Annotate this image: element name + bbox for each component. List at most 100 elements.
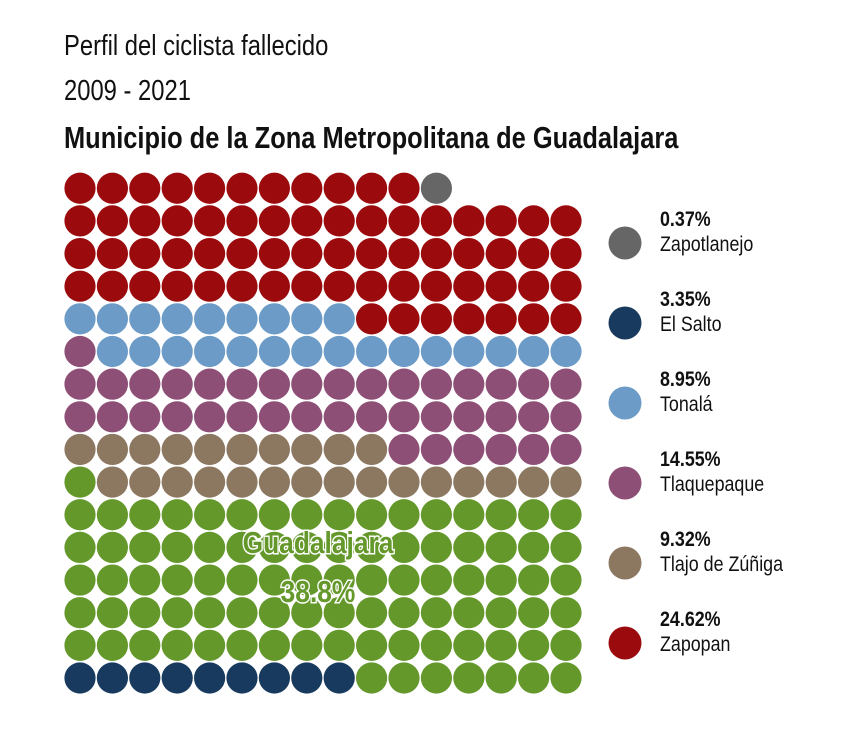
waffle-dot-zapopan bbox=[226, 205, 258, 237]
waffle-dot-tlaquepaque bbox=[323, 368, 355, 400]
waffle-dot-guadalajara bbox=[226, 564, 258, 596]
legend-label: Tlaquepaque bbox=[660, 473, 765, 496]
waffle-dot-zapopan bbox=[550, 270, 582, 302]
waffle-dot-guadalajara bbox=[388, 531, 420, 564]
legend-swatch bbox=[608, 626, 642, 660]
waffle-dot-guadalajara bbox=[258, 629, 290, 661]
waffle-dot-zapotlanejo bbox=[420, 172, 452, 204]
waffle-dot-zapopan bbox=[323, 237, 355, 270]
waffle-dot-tlaquepaque bbox=[453, 401, 485, 433]
waffle-dot-tlajo-de-z-iga bbox=[388, 466, 420, 498]
waffle-dot-zapopan bbox=[291, 172, 323, 204]
waffle-dot-tlaquepaque bbox=[485, 433, 517, 466]
waffle-dot-el-salto bbox=[323, 662, 355, 694]
waffle-dot-guadalajara bbox=[518, 629, 550, 661]
waffle-dot-el-salto bbox=[64, 662, 96, 694]
waffle-dot-guadalajara bbox=[194, 597, 226, 629]
legend-percent: 0.37% bbox=[660, 208, 711, 231]
waffle-dot-zapopan bbox=[291, 237, 323, 270]
waffle-dot-guadalajara bbox=[420, 499, 452, 531]
waffle-dot-guadalajara bbox=[453, 499, 485, 531]
waffle-dot-zapopan bbox=[323, 270, 355, 302]
waffle-dot-tlajo-de-z-iga bbox=[323, 466, 355, 498]
waffle-dot-zapopan bbox=[356, 172, 388, 204]
waffle-dot-tonal- bbox=[420, 335, 452, 368]
waffle-dot-guadalajara bbox=[453, 662, 485, 694]
waffle-dot-tonal- bbox=[194, 335, 226, 368]
waffle-dot-tlaquepaque bbox=[291, 401, 323, 433]
waffle-dot-el-salto bbox=[129, 662, 161, 694]
waffle-dot-tlaquepaque bbox=[420, 433, 452, 466]
waffle-dot-guadalajara bbox=[129, 531, 161, 564]
waffle-dot-zapopan bbox=[161, 270, 193, 302]
waffle-dot-tlaquepaque bbox=[96, 368, 128, 400]
waffle-dot-tlaquepaque bbox=[129, 401, 161, 433]
waffle-dot-guadalajara bbox=[64, 597, 96, 629]
waffle-dot-guadalajara bbox=[323, 564, 355, 596]
waffle-dot-tonal- bbox=[356, 335, 388, 368]
waffle-dot-tlajo-de-z-iga bbox=[356, 433, 388, 466]
waffle-dot-zapopan bbox=[194, 205, 226, 237]
waffle-dot-zapopan bbox=[258, 270, 290, 302]
waffle-dot-el-salto bbox=[96, 662, 128, 694]
waffle-dot-guadalajara bbox=[388, 564, 420, 596]
waffle-dot-zapopan bbox=[161, 205, 193, 237]
waffle-dot-zapopan bbox=[194, 270, 226, 302]
waffle-dot-zapopan bbox=[291, 205, 323, 237]
legend-item: 0.37% Zapotlanejo bbox=[660, 207, 753, 257]
waffle-dot-guadalajara bbox=[420, 597, 452, 629]
legend-label: El Salto bbox=[660, 313, 722, 336]
waffle-dot-guadalajara bbox=[64, 564, 96, 596]
waffle-dot-tonal- bbox=[64, 303, 96, 335]
waffle-dot-guadalajara bbox=[356, 564, 388, 596]
waffle-dot-tonal- bbox=[96, 303, 128, 335]
waffle-dot-tlaquepaque bbox=[64, 368, 96, 400]
waffle-dot-tlajo-de-z-iga bbox=[226, 466, 258, 498]
waffle-dot-guadalajara bbox=[550, 564, 582, 596]
waffle-dot-tonal- bbox=[161, 335, 193, 368]
waffle-dot-guadalajara bbox=[550, 662, 582, 694]
waffle-dot-el-salto bbox=[291, 662, 323, 694]
legend-swatch bbox=[608, 386, 642, 420]
waffle-dot-guadalajara bbox=[194, 564, 226, 596]
waffle-dot-guadalajara bbox=[453, 597, 485, 629]
waffle-dot-guadalajara bbox=[518, 597, 550, 629]
waffle-dot-tlaquepaque bbox=[64, 401, 96, 433]
waffle-dot-tlajo-de-z-iga bbox=[323, 433, 355, 466]
waffle-dot-guadalajara bbox=[323, 499, 355, 531]
waffle-dot-tlajo-de-z-iga bbox=[161, 433, 193, 466]
waffle-dot-guadalajara bbox=[550, 531, 582, 564]
legend-item: 8.95% Tonalá bbox=[660, 367, 713, 417]
waffle-dot-tlajo-de-z-iga bbox=[161, 466, 193, 498]
waffle-dot-guadalajara bbox=[291, 564, 323, 596]
waffle-dot-tlaquepaque bbox=[485, 368, 517, 400]
waffle-dot-tlajo-de-z-iga bbox=[96, 433, 128, 466]
waffle-dot-guadalajara bbox=[129, 499, 161, 531]
legend-percent: 9.32% bbox=[660, 528, 711, 551]
legend-swatch bbox=[608, 466, 642, 500]
legend-label: Zapotlanejo bbox=[660, 233, 754, 256]
waffle-dot-zapopan bbox=[96, 172, 128, 204]
waffle-dot-tonal- bbox=[258, 303, 290, 335]
waffle-dot-zapopan bbox=[388, 237, 420, 270]
annotation-label: Guadalajara bbox=[243, 526, 395, 560]
waffle-dot-tlaquepaque bbox=[453, 368, 485, 400]
waffle-dot-guadalajara bbox=[161, 531, 193, 564]
waffle-dot-zapopan bbox=[550, 237, 582, 270]
waffle-dot-tlaquepaque bbox=[161, 401, 193, 433]
waffle-dot-guadalajara bbox=[518, 564, 550, 596]
waffle-dot-zapopan bbox=[550, 303, 582, 335]
legend-percent: 8.95% bbox=[660, 368, 711, 391]
waffle-dot-tlaquepaque bbox=[64, 335, 96, 368]
waffle-dot-tlaquepaque bbox=[258, 401, 290, 433]
waffle-dot-guadalajara bbox=[194, 531, 226, 564]
waffle-dot-guadalajara bbox=[485, 531, 517, 564]
legend-label: Tonalá bbox=[660, 393, 713, 416]
chart-title: Perfil del ciclista fallecido bbox=[64, 30, 329, 62]
waffle-dot-tlaquepaque bbox=[485, 401, 517, 433]
waffle-dot-zapopan bbox=[518, 270, 550, 302]
waffle-dot-guadalajara bbox=[323, 597, 355, 629]
waffle-dot-zapopan bbox=[129, 205, 161, 237]
